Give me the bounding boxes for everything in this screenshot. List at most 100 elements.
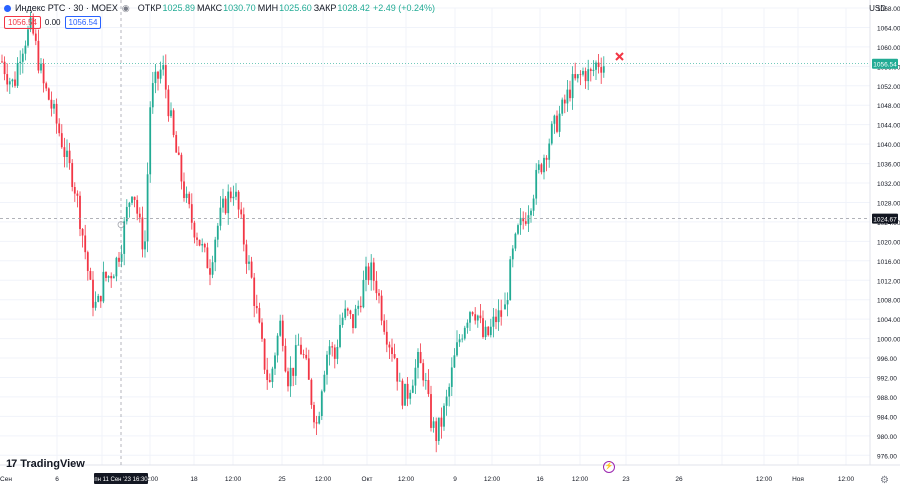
candle-body (99, 295, 102, 302)
candle-body (592, 69, 595, 72)
buy-button[interactable]: 1056.54 (64, 16, 102, 29)
y-tick-label: 1044.00 (877, 123, 900, 130)
candle-body (81, 229, 84, 236)
candle-body (500, 310, 503, 317)
y-tick-label: 980.00 (877, 434, 897, 441)
candle-body (307, 358, 310, 380)
candle-body (258, 308, 261, 323)
candle-body (602, 66, 605, 73)
candle-body (561, 99, 564, 114)
close-x-icon (615, 52, 624, 61)
candle-body (354, 308, 357, 329)
candle-body (250, 261, 253, 278)
candle-body (172, 110, 175, 135)
candle-body (328, 346, 331, 355)
candle-body (159, 69, 162, 79)
candle-body (302, 354, 305, 355)
y-tick-label: 1000.00 (877, 337, 900, 344)
candle-body (489, 326, 492, 336)
lightning-icon[interactable]: ⚡ (603, 461, 615, 473)
candle-body (375, 280, 378, 294)
symbol-title[interactable]: Индекс РТС · 30 · MOEX (15, 3, 118, 13)
candle-body (219, 207, 222, 226)
candle-body (19, 61, 22, 64)
candle-body (463, 327, 466, 339)
y-tick-label: 984.00 (877, 414, 897, 421)
candle-body (548, 143, 551, 160)
x-tick-label: Сен (0, 476, 12, 483)
x-tick-label: 12:00 (572, 476, 589, 483)
candle-body (482, 318, 484, 338)
candle-body (92, 279, 94, 308)
tradingview-logo[interactable]: 17 TradingView (6, 458, 85, 470)
candle-body (492, 316, 495, 327)
candle-body (411, 385, 414, 393)
candle-body (53, 103, 55, 109)
candle-body (427, 380, 430, 395)
candle-body (209, 268, 211, 275)
candle-body (495, 316, 497, 323)
candle-body (305, 354, 308, 359)
candle-body (151, 83, 154, 108)
candle-body (422, 363, 425, 381)
candle-body (522, 217, 525, 222)
close-label: ЗАКР (313, 3, 337, 13)
x-tick-label: 23 (622, 476, 630, 483)
candle-body (437, 417, 440, 442)
candle-body (68, 150, 71, 164)
candle-body (341, 317, 344, 325)
candle-body (24, 45, 27, 54)
candle-body (245, 244, 248, 264)
candle-body (149, 107, 152, 175)
candle-body (310, 379, 313, 405)
candle-body (141, 217, 144, 250)
candle-body (224, 198, 227, 214)
sell-button[interactable]: 1056.54 (4, 16, 41, 29)
candle-body (175, 134, 178, 153)
crosshair-price-label: 1024.67 (873, 217, 897, 224)
candle-body (170, 110, 172, 117)
candle-body (136, 199, 139, 214)
candle-body (582, 71, 584, 75)
candle-body (569, 89, 571, 99)
open-label: ОТКР (137, 3, 162, 13)
x-tick-label: 12:00 (756, 476, 773, 483)
candle-body (29, 17, 32, 30)
candle-body (323, 374, 326, 392)
candle-body (352, 314, 354, 329)
x-tick-label: 6 (55, 476, 59, 483)
candle-body (556, 115, 558, 132)
spread-value: 0.00 (44, 18, 61, 27)
settings-gear-icon[interactable]: ⚙ (880, 475, 889, 486)
candle-body (414, 367, 417, 386)
candle-body (404, 383, 406, 406)
candle-body (76, 193, 79, 196)
candle-body (461, 338, 464, 340)
currency-label[interactable]: USD (869, 4, 886, 13)
candle-body (357, 305, 360, 309)
candle-body (105, 271, 107, 278)
candle-body (190, 204, 193, 223)
y-tick-label: 1008.00 (877, 298, 900, 305)
candle-body (484, 326, 487, 338)
candle-body (131, 196, 133, 203)
candle-body (253, 277, 256, 306)
candle-body (281, 320, 284, 346)
candle-body (388, 344, 391, 348)
crosshair-time-tag (94, 473, 148, 484)
candle-body (110, 275, 113, 279)
candle-body (453, 355, 456, 368)
candle-body (519, 217, 522, 226)
candle-body (331, 346, 334, 348)
candle-body (58, 123, 61, 134)
candle-body (393, 354, 396, 359)
candle-body (276, 335, 279, 356)
candle-body (344, 308, 347, 318)
candle-body (79, 195, 81, 230)
candle-body (532, 198, 535, 211)
visibility-icon[interactable]: ◉ (121, 2, 130, 13)
candle-body (188, 193, 191, 205)
candle-body (584, 71, 587, 82)
